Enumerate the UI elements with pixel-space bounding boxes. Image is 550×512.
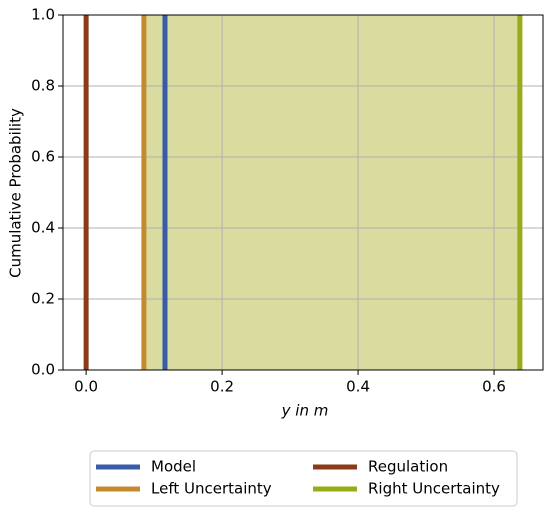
plot-frame xyxy=(62,14,544,371)
x-tick-label: 0.0 xyxy=(74,378,98,396)
y-tick-label: 0.2 xyxy=(31,290,55,308)
legend-label: Right Uncertainty xyxy=(368,480,500,498)
legend-label: Regulation xyxy=(368,458,448,476)
y-tick-label: 0.4 xyxy=(31,219,55,237)
y-tick-label: 1.0 xyxy=(31,6,55,24)
y-tick-label: 0.8 xyxy=(31,77,55,95)
x-axis-label: y in m xyxy=(281,402,329,420)
x-tick-label: 0.6 xyxy=(482,378,506,396)
x-tick-label: 0.2 xyxy=(210,378,234,396)
legend-label: Model xyxy=(151,458,196,476)
legend-label: Left Uncertainty xyxy=(151,480,272,498)
uncertainty-span xyxy=(143,15,520,370)
y-tick-label: 0.6 xyxy=(31,148,55,166)
x-tick-label: 0.4 xyxy=(346,378,370,396)
legend-box xyxy=(89,450,518,507)
y-axis-label: Cumulative Probability xyxy=(7,108,25,278)
y-tick-label: 0.0 xyxy=(31,361,55,379)
